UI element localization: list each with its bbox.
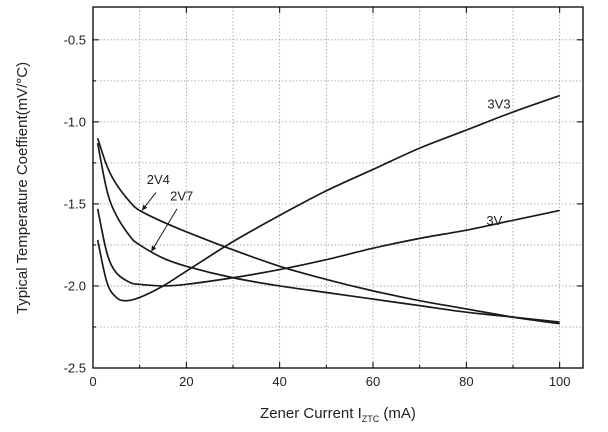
series-label-3v: 3V bbox=[486, 213, 502, 228]
x-tick-label: 40 bbox=[272, 374, 286, 389]
x-tick-label: 80 bbox=[459, 374, 473, 389]
x-tick-label: 0 bbox=[89, 374, 96, 389]
y-tick-label: -0.5 bbox=[64, 32, 86, 47]
series-line-3v3 bbox=[96, 94, 560, 302]
grid-lines bbox=[93, 7, 583, 368]
y-tick-label: -1.5 bbox=[64, 196, 86, 211]
series-label-3v3: 3V3 bbox=[487, 97, 510, 112]
x-axis-title-main: Zener Current I bbox=[260, 405, 362, 422]
series-label-2v4: 2V4 bbox=[147, 172, 170, 187]
axis-ticks bbox=[92, 7, 583, 369]
plot-frame bbox=[92, 6, 584, 369]
series-label-2v7: 2V7 bbox=[170, 189, 193, 204]
arrow-2v4-head bbox=[142, 204, 148, 211]
x-axis-title-unit: (mA) bbox=[379, 405, 416, 422]
x-axis-title: Zener Current IZTC (mA) bbox=[260, 405, 416, 424]
series-line-2v4 bbox=[96, 138, 560, 325]
label-arrows bbox=[141, 192, 178, 252]
y-tick-label: -2.0 bbox=[64, 278, 86, 293]
series-lines bbox=[96, 94, 560, 325]
x-tick-labels: 0 20 40 60 80 100 bbox=[89, 374, 570, 389]
series-line-2v7 bbox=[96, 143, 560, 323]
x-tick-label: 20 bbox=[179, 374, 193, 389]
plot-background bbox=[93, 7, 583, 368]
arrow-2v7-head bbox=[151, 245, 157, 252]
x-axis-title-subscript: ZTC bbox=[362, 414, 380, 424]
x-tick-label: 100 bbox=[549, 374, 571, 389]
y-tick-label: -1.0 bbox=[64, 114, 86, 129]
y-tick-labels: -2.5 -2.0 -1.5 -1.0 -0.5 bbox=[64, 32, 86, 375]
arrow-2v7-line bbox=[150, 208, 178, 252]
y-tick-label: -2.5 bbox=[64, 361, 86, 376]
x-tick-label: 60 bbox=[366, 374, 380, 389]
y-axis-title: Typical Temperature Coeffient(mV/°C) bbox=[14, 62, 31, 314]
